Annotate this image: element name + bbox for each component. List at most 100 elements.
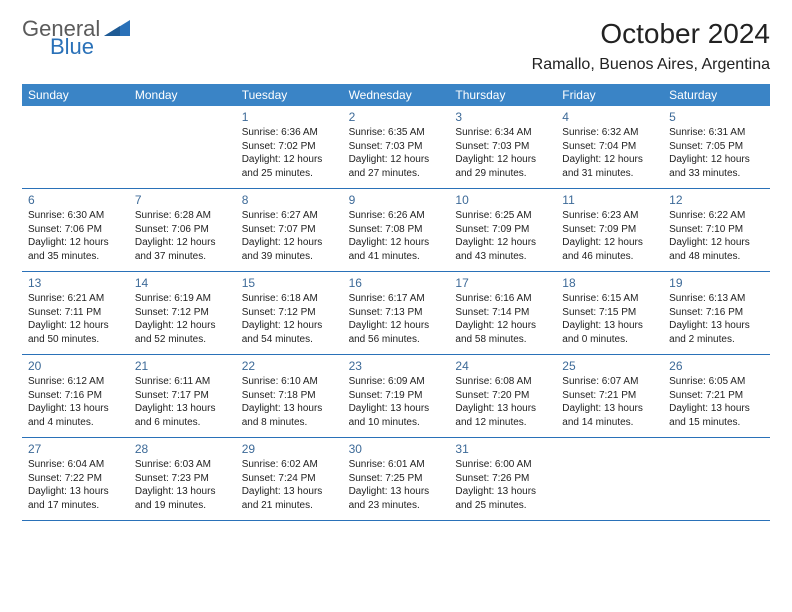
day-cell [556,438,663,520]
calendar-page: General Blue October 2024 Ramallo, Bueno… [0,0,792,531]
day-cell: 21Sunrise: 6:11 AMSunset: 7:17 PMDayligh… [129,355,236,437]
daylight-text: Daylight: 12 hours and 37 minutes. [135,236,230,263]
day-number: 9 [349,193,444,207]
day-cell: 11Sunrise: 6:23 AMSunset: 7:09 PMDayligh… [556,189,663,271]
daylight-text: Daylight: 12 hours and 48 minutes. [669,236,764,263]
daylight-text: Daylight: 13 hours and 6 minutes. [135,402,230,429]
sunset-text: Sunset: 7:12 PM [135,306,230,320]
sunset-text: Sunset: 7:02 PM [242,140,337,154]
title-block: October 2024 Ramallo, Buenos Aires, Arge… [532,18,770,74]
day-number: 27 [28,442,123,456]
sunset-text: Sunset: 7:16 PM [669,306,764,320]
day-number: 18 [562,276,657,290]
daylight-text: Daylight: 12 hours and 31 minutes. [562,153,657,180]
sunrise-text: Sunrise: 6:03 AM [135,458,230,472]
day-cell [663,438,770,520]
day-number: 12 [669,193,764,207]
day-number: 6 [28,193,123,207]
day-cell: 12Sunrise: 6:22 AMSunset: 7:10 PMDayligh… [663,189,770,271]
sunset-text: Sunset: 7:13 PM [349,306,444,320]
sunrise-text: Sunrise: 6:28 AM [135,209,230,223]
daylight-text: Daylight: 13 hours and 10 minutes. [349,402,444,429]
day-cell [129,106,236,188]
daylight-text: Daylight: 13 hours and 17 minutes. [28,485,123,512]
sunset-text: Sunset: 7:10 PM [669,223,764,237]
day-cell: 30Sunrise: 6:01 AMSunset: 7:25 PMDayligh… [343,438,450,520]
daylight-text: Daylight: 12 hours and 54 minutes. [242,319,337,346]
day-cell: 19Sunrise: 6:13 AMSunset: 7:16 PMDayligh… [663,272,770,354]
day-cell: 14Sunrise: 6:19 AMSunset: 7:12 PMDayligh… [129,272,236,354]
sunset-text: Sunset: 7:05 PM [669,140,764,154]
day-cell: 3Sunrise: 6:34 AMSunset: 7:03 PMDaylight… [449,106,556,188]
sunrise-text: Sunrise: 6:25 AM [455,209,550,223]
sunset-text: Sunset: 7:11 PM [28,306,123,320]
week-row: 13Sunrise: 6:21 AMSunset: 7:11 PMDayligh… [22,272,770,355]
day-number: 25 [562,359,657,373]
daylight-text: Daylight: 13 hours and 19 minutes. [135,485,230,512]
day-cell: 6Sunrise: 6:30 AMSunset: 7:06 PMDaylight… [22,189,129,271]
day-cell: 22Sunrise: 6:10 AMSunset: 7:18 PMDayligh… [236,355,343,437]
sunrise-text: Sunrise: 6:00 AM [455,458,550,472]
location: Ramallo, Buenos Aires, Argentina [532,56,770,74]
day-number: 29 [242,442,337,456]
daylight-text: Daylight: 13 hours and 14 minutes. [562,402,657,429]
dow-row: Sunday Monday Tuesday Wednesday Thursday… [22,84,770,106]
month-title: October 2024 [532,18,770,50]
week-row: 27Sunrise: 6:04 AMSunset: 7:22 PMDayligh… [22,438,770,521]
sunrise-text: Sunrise: 6:27 AM [242,209,337,223]
day-cell: 24Sunrise: 6:08 AMSunset: 7:20 PMDayligh… [449,355,556,437]
sunrise-text: Sunrise: 6:09 AM [349,375,444,389]
sunrise-text: Sunrise: 6:16 AM [455,292,550,306]
sunrise-text: Sunrise: 6:08 AM [455,375,550,389]
sunset-text: Sunset: 7:24 PM [242,472,337,486]
sunset-text: Sunset: 7:04 PM [562,140,657,154]
sunrise-text: Sunrise: 6:36 AM [242,126,337,140]
sunset-text: Sunset: 7:07 PM [242,223,337,237]
daylight-text: Daylight: 12 hours and 43 minutes. [455,236,550,263]
daylight-text: Daylight: 12 hours and 39 minutes. [242,236,337,263]
dow-thursday: Thursday [449,84,556,106]
day-number: 22 [242,359,337,373]
sunrise-text: Sunrise: 6:11 AM [135,375,230,389]
sunset-text: Sunset: 7:21 PM [669,389,764,403]
daylight-text: Daylight: 12 hours and 27 minutes. [349,153,444,180]
day-number: 24 [455,359,550,373]
sunset-text: Sunset: 7:09 PM [455,223,550,237]
sunset-text: Sunset: 7:21 PM [562,389,657,403]
day-cell: 17Sunrise: 6:16 AMSunset: 7:14 PMDayligh… [449,272,556,354]
daylight-text: Daylight: 13 hours and 21 minutes. [242,485,337,512]
daylight-text: Daylight: 12 hours and 29 minutes. [455,153,550,180]
sunrise-text: Sunrise: 6:02 AM [242,458,337,472]
day-cell [22,106,129,188]
logo: General Blue [22,18,130,58]
sunrise-text: Sunrise: 6:26 AM [349,209,444,223]
day-number: 19 [669,276,764,290]
weeks-container: 1Sunrise: 6:36 AMSunset: 7:02 PMDaylight… [22,106,770,521]
day-number: 8 [242,193,337,207]
daylight-text: Daylight: 13 hours and 0 minutes. [562,319,657,346]
daylight-text: Daylight: 12 hours and 35 minutes. [28,236,123,263]
sunrise-text: Sunrise: 6:13 AM [669,292,764,306]
sunrise-text: Sunrise: 6:19 AM [135,292,230,306]
dow-wednesday: Wednesday [343,84,450,106]
sunset-text: Sunset: 7:16 PM [28,389,123,403]
sunrise-text: Sunrise: 6:23 AM [562,209,657,223]
sunset-text: Sunset: 7:20 PM [455,389,550,403]
day-cell: 25Sunrise: 6:07 AMSunset: 7:21 PMDayligh… [556,355,663,437]
sunset-text: Sunset: 7:14 PM [455,306,550,320]
day-cell: 2Sunrise: 6:35 AMSunset: 7:03 PMDaylight… [343,106,450,188]
day-number: 31 [455,442,550,456]
day-number: 28 [135,442,230,456]
sunset-text: Sunset: 7:26 PM [455,472,550,486]
sunrise-text: Sunrise: 6:12 AM [28,375,123,389]
day-number: 21 [135,359,230,373]
sunrise-text: Sunrise: 6:32 AM [562,126,657,140]
day-number: 16 [349,276,444,290]
sunrise-text: Sunrise: 6:05 AM [669,375,764,389]
logo-word-blue: Blue [50,36,130,58]
daylight-text: Daylight: 12 hours and 58 minutes. [455,319,550,346]
dow-tuesday: Tuesday [236,84,343,106]
header: General Blue October 2024 Ramallo, Bueno… [22,18,770,74]
daylight-text: Daylight: 12 hours and 46 minutes. [562,236,657,263]
day-cell: 18Sunrise: 6:15 AMSunset: 7:15 PMDayligh… [556,272,663,354]
